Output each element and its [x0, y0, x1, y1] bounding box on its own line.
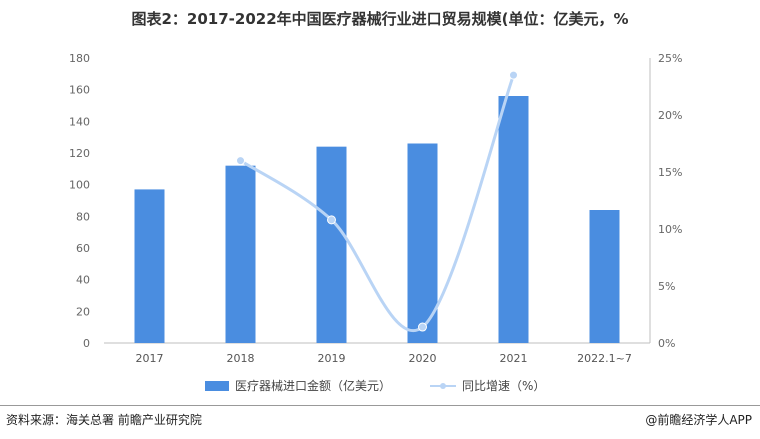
y-tick-label: 100 — [69, 179, 90, 192]
y2-tick-label: 15% — [658, 166, 682, 179]
y-tick-label: 180 — [69, 52, 90, 65]
x-tick-label: 2022.1~7 — [577, 352, 632, 365]
left-axis: 0 20 40 60 80 100 120 140 160 180 — [69, 52, 90, 350]
y2-tick-label: 25% — [658, 52, 682, 65]
line-series — [236, 70, 518, 332]
chart: 0 20 40 60 80 100 120 140 160 180 0% 5% 10% 15% 20% 25… — [69, 52, 682, 365]
bar — [225, 165, 256, 343]
y-tick-label: 40 — [76, 274, 90, 287]
brand-credit: @前瞻经济学人APP — [645, 413, 752, 427]
y2-tick-label: 5% — [658, 280, 675, 293]
growth-line — [239, 74, 515, 332]
legend-label-bar: 医疗器械进口金额（亿美元） — [235, 379, 392, 393]
legend-item-line: 同比增速（%） — [430, 377, 545, 394]
y-tick-label: 0 — [83, 337, 90, 350]
x-tick-label: 2017 — [136, 352, 164, 365]
growth-point — [418, 322, 427, 332]
x-axis-ticks: 2017 2018 2019 2020 2021 2022.1~7 — [136, 352, 632, 365]
x-tick-label: 2020 — [409, 352, 437, 365]
chart-title: 图表2：2017-2022年中国医疗器械行业进口贸易规模(单位：亿美元，% — [131, 10, 629, 28]
x-tick-label: 2021 — [500, 352, 528, 365]
growth-point — [236, 156, 245, 166]
y2-tick-label: 0% — [658, 337, 675, 350]
bar — [498, 96, 529, 343]
bar — [407, 143, 438, 343]
legend: 医疗器械进口金额（亿美元） 同比增速（%） — [0, 377, 760, 397]
x-tick-label: 2018 — [227, 352, 255, 365]
y2-tick-label: 10% — [658, 223, 682, 236]
bar — [589, 210, 620, 343]
legend-line-swatch — [430, 381, 456, 391]
bar-series — [134, 96, 620, 343]
source-note: 资料来源：海关总署 前瞻产业研究院 — [6, 413, 202, 427]
legend-bar-swatch — [205, 380, 229, 391]
growth-point — [327, 215, 336, 225]
y-tick-label: 120 — [69, 147, 90, 160]
legend-item-bar: 医疗器械进口金额（亿美元） — [205, 377, 391, 394]
x-tick-label: 2019 — [318, 352, 346, 365]
y-tick-label: 60 — [76, 242, 90, 255]
y-tick-label: 80 — [76, 210, 90, 223]
bar — [316, 146, 347, 343]
y-tick-label: 20 — [76, 305, 90, 318]
footer-divider — [0, 405, 760, 406]
y2-tick-label: 20% — [658, 109, 682, 122]
growth-point — [509, 70, 518, 80]
y-tick-label: 160 — [69, 84, 90, 97]
y-tick-label: 140 — [69, 115, 90, 128]
legend-label-line: 同比增速（%） — [462, 379, 546, 393]
bar — [134, 189, 165, 343]
right-axis: 0% 5% 10% 15% 20% 25% — [649, 52, 682, 350]
